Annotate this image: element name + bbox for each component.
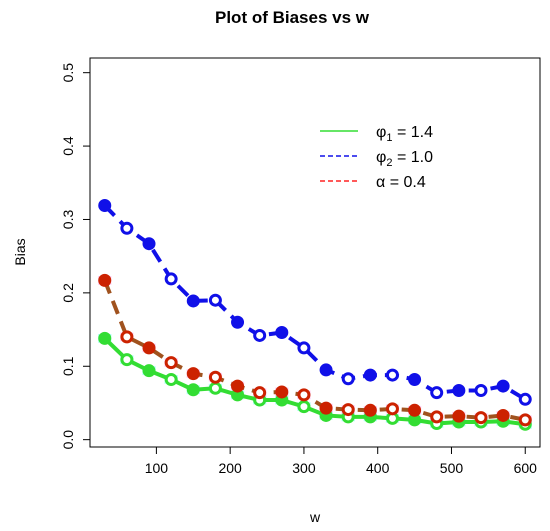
data-point (496, 408, 510, 422)
data-point (164, 372, 178, 386)
data-point (120, 353, 134, 367)
legend: φ1 = 1.4 φ2 = 1.0 α = 0.4 (320, 124, 433, 191)
x-tick-label: 300 (292, 460, 316, 476)
data-point (98, 273, 112, 287)
data-point (98, 199, 112, 213)
data-point (518, 392, 532, 406)
data-point (297, 400, 311, 414)
x-tick-label: 600 (514, 460, 538, 476)
data-point (363, 403, 377, 417)
data-point (430, 386, 444, 400)
data-point (408, 403, 422, 417)
data-point (474, 411, 488, 425)
y-axis: 0.0 0.1 0.2 0.3 0.4 0.5 (60, 63, 91, 450)
data-point (319, 363, 333, 377)
data-point (319, 401, 333, 415)
y-tick-label: 0.4 (60, 136, 76, 156)
legend-label: φ2 = 1.0 (376, 149, 433, 169)
data-point (275, 326, 289, 340)
data-point (363, 368, 377, 382)
data-point (408, 372, 422, 386)
data-point (231, 379, 245, 393)
data-point (164, 356, 178, 370)
series-1 (98, 199, 532, 406)
x-tick-label: 400 (366, 460, 390, 476)
chart-title: Plot of Biases vs w (215, 8, 370, 27)
data-point (208, 381, 222, 395)
data-point (385, 402, 399, 416)
x-tick-label: 200 (218, 460, 242, 476)
data-point (341, 403, 355, 417)
y-tick-label: 0.5 (60, 63, 76, 83)
data-point (142, 341, 156, 355)
data-point (297, 388, 311, 402)
data-point (275, 385, 289, 399)
y-tick-label: 0.0 (60, 430, 76, 450)
data-point (231, 315, 245, 329)
data-point (474, 383, 488, 397)
legend-label: α = 0.4 (376, 174, 426, 191)
series-layer (98, 199, 532, 431)
data-point (452, 383, 466, 397)
legend-label: φ1 = 1.4 (376, 124, 433, 144)
data-point (186, 383, 200, 397)
data-point (120, 330, 134, 344)
data-point (164, 272, 178, 286)
data-point (518, 413, 532, 427)
data-point (208, 370, 222, 384)
y-axis-label: Bias (12, 238, 28, 265)
data-point (496, 379, 510, 393)
data-point (253, 328, 267, 342)
y-tick-label: 0.1 (60, 356, 76, 376)
y-tick-label: 0.3 (60, 210, 76, 230)
x-axis: 100 200 300 400 500 600 (145, 446, 538, 476)
data-point (208, 293, 222, 307)
data-point (186, 367, 200, 381)
data-point (452, 409, 466, 423)
series-line (103, 204, 527, 402)
data-point (430, 410, 444, 424)
data-point (142, 364, 156, 378)
data-point (253, 386, 267, 400)
data-point (142, 237, 156, 251)
x-axis-label: w (309, 509, 321, 525)
x-tick-label: 100 (145, 460, 169, 476)
data-point (120, 221, 134, 235)
confidence-bands (98, 275, 532, 429)
series-0 (98, 331, 532, 431)
data-point (98, 331, 112, 345)
y-tick-label: 0.2 (60, 283, 76, 303)
series-line (102, 279, 526, 422)
data-point (186, 294, 200, 308)
series-2 (98, 273, 532, 427)
data-point (341, 372, 355, 386)
data-point (385, 368, 399, 382)
data-point (297, 341, 311, 355)
x-tick-label: 500 (440, 460, 464, 476)
